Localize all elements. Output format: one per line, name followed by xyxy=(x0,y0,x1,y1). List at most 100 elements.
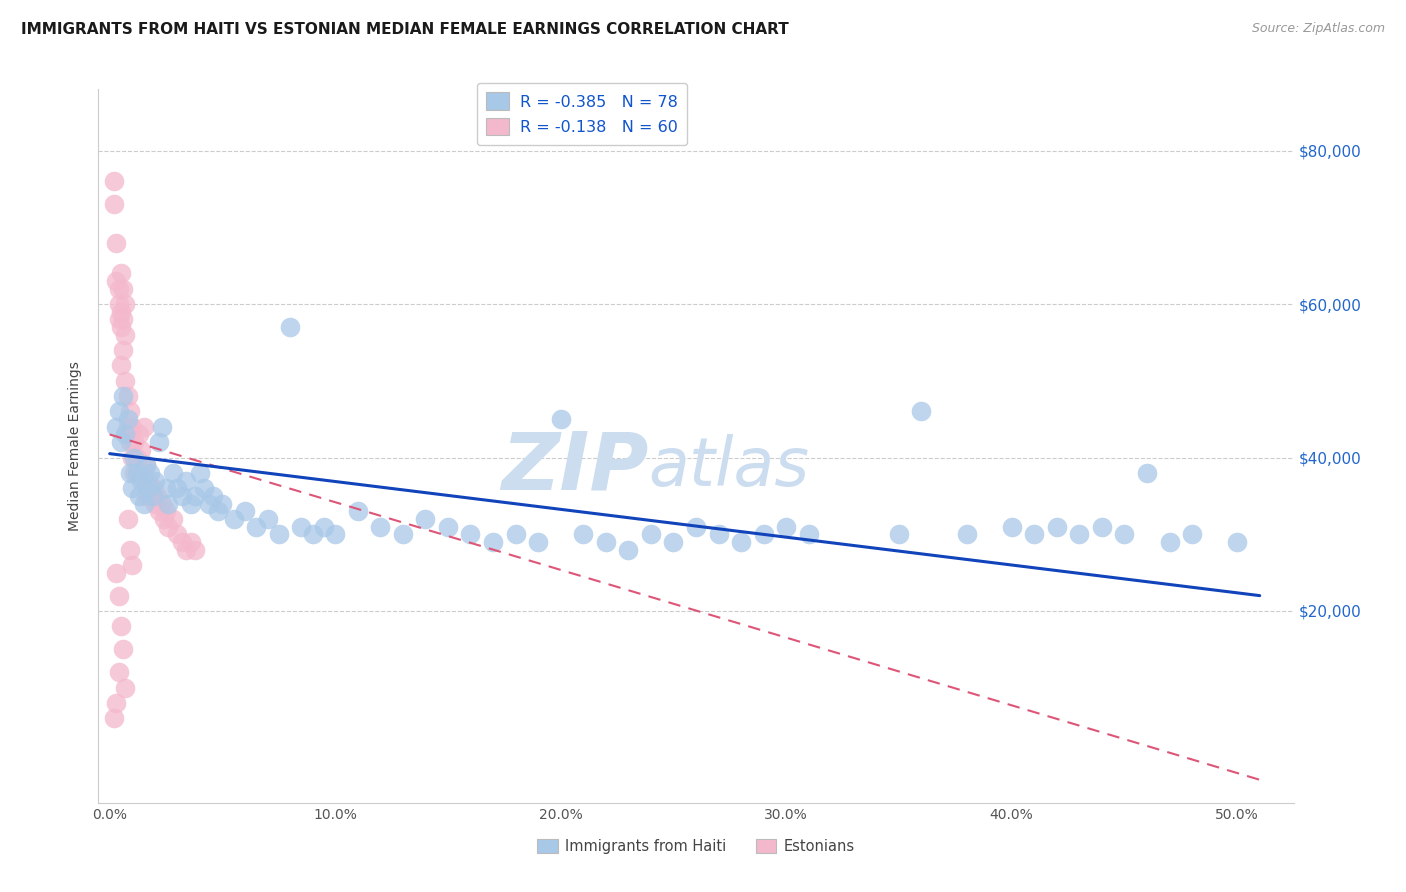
Point xyxy=(368,519,391,533)
Text: Source: ZipAtlas.com: Source: ZipAtlas.com xyxy=(1251,22,1385,36)
Point xyxy=(112,282,135,296)
Point xyxy=(157,519,180,533)
Point xyxy=(685,519,707,533)
Point xyxy=(1091,519,1114,533)
Point xyxy=(176,474,198,488)
Point xyxy=(124,466,146,480)
Point xyxy=(162,512,184,526)
Point xyxy=(211,497,233,511)
Point xyxy=(146,489,169,503)
Point xyxy=(155,504,177,518)
Point xyxy=(118,404,141,418)
Point xyxy=(103,174,125,188)
Point xyxy=(110,266,132,280)
Point xyxy=(184,489,207,503)
Point xyxy=(139,466,162,480)
Point xyxy=(148,435,170,450)
Point xyxy=(910,404,932,418)
Point xyxy=(1046,519,1069,533)
Point xyxy=(105,566,128,580)
Point xyxy=(505,527,527,541)
Point xyxy=(572,527,595,541)
Point xyxy=(107,665,129,680)
Point xyxy=(141,481,163,495)
Point xyxy=(955,527,977,541)
Point xyxy=(188,466,211,480)
Point xyxy=(143,497,166,511)
Point xyxy=(117,419,139,434)
Point xyxy=(136,474,159,488)
Point xyxy=(112,343,135,357)
Point xyxy=(797,527,820,541)
Point xyxy=(150,497,173,511)
Point xyxy=(267,527,290,541)
Point xyxy=(207,504,229,518)
Point xyxy=(617,542,640,557)
Point xyxy=(256,512,278,526)
Y-axis label: Median Female Earnings: Median Female Earnings xyxy=(69,361,83,531)
Point xyxy=(595,535,617,549)
Point xyxy=(290,519,312,533)
Point xyxy=(193,481,215,495)
Point xyxy=(752,527,775,541)
Point xyxy=(117,512,139,526)
Point xyxy=(128,489,150,503)
Point xyxy=(180,535,202,549)
Point xyxy=(1001,519,1024,533)
Point xyxy=(198,497,221,511)
Point xyxy=(110,304,132,318)
Point xyxy=(129,442,152,457)
Point xyxy=(121,558,143,572)
Point xyxy=(460,527,482,541)
Point xyxy=(114,297,136,311)
Point xyxy=(323,527,346,541)
Point xyxy=(415,512,437,526)
Point xyxy=(170,535,193,549)
Point xyxy=(166,527,188,541)
Point xyxy=(135,458,157,473)
Point xyxy=(121,419,143,434)
Point xyxy=(129,474,152,488)
Point xyxy=(1159,535,1181,549)
Point xyxy=(278,320,301,334)
Point xyxy=(105,419,128,434)
Point xyxy=(117,412,139,426)
Legend: Immigrants from Haiti, Estonians: Immigrants from Haiti, Estonians xyxy=(531,833,860,860)
Point xyxy=(125,450,148,465)
Point xyxy=(114,327,136,342)
Point xyxy=(103,197,125,211)
Point xyxy=(1024,527,1046,541)
Point xyxy=(1181,527,1204,541)
Point xyxy=(117,389,139,403)
Point xyxy=(112,389,135,403)
Point xyxy=(112,642,135,657)
Point xyxy=(132,419,155,434)
Point xyxy=(128,427,150,442)
Point xyxy=(135,489,157,503)
Point xyxy=(105,235,128,250)
Point xyxy=(170,489,193,503)
Point xyxy=(110,435,132,450)
Point xyxy=(550,412,572,426)
Point xyxy=(437,519,460,533)
Point xyxy=(1069,527,1091,541)
Point xyxy=(775,519,797,533)
Point xyxy=(202,489,225,503)
Point xyxy=(1136,466,1159,480)
Point xyxy=(110,320,132,334)
Point xyxy=(222,512,245,526)
Point xyxy=(346,504,368,518)
Point xyxy=(139,489,162,503)
Text: IMMIGRANTS FROM HAITI VS ESTONIAN MEDIAN FEMALE EARNINGS CORRELATION CHART: IMMIGRANTS FROM HAITI VS ESTONIAN MEDIAN… xyxy=(21,22,789,37)
Point xyxy=(132,497,155,511)
Point xyxy=(118,435,141,450)
Point xyxy=(150,419,173,434)
Point xyxy=(482,535,505,549)
Point xyxy=(114,427,136,442)
Point xyxy=(153,512,176,526)
Point xyxy=(640,527,662,541)
Point xyxy=(707,527,730,541)
Point xyxy=(887,527,910,541)
Point xyxy=(162,466,184,480)
Point xyxy=(135,458,157,473)
